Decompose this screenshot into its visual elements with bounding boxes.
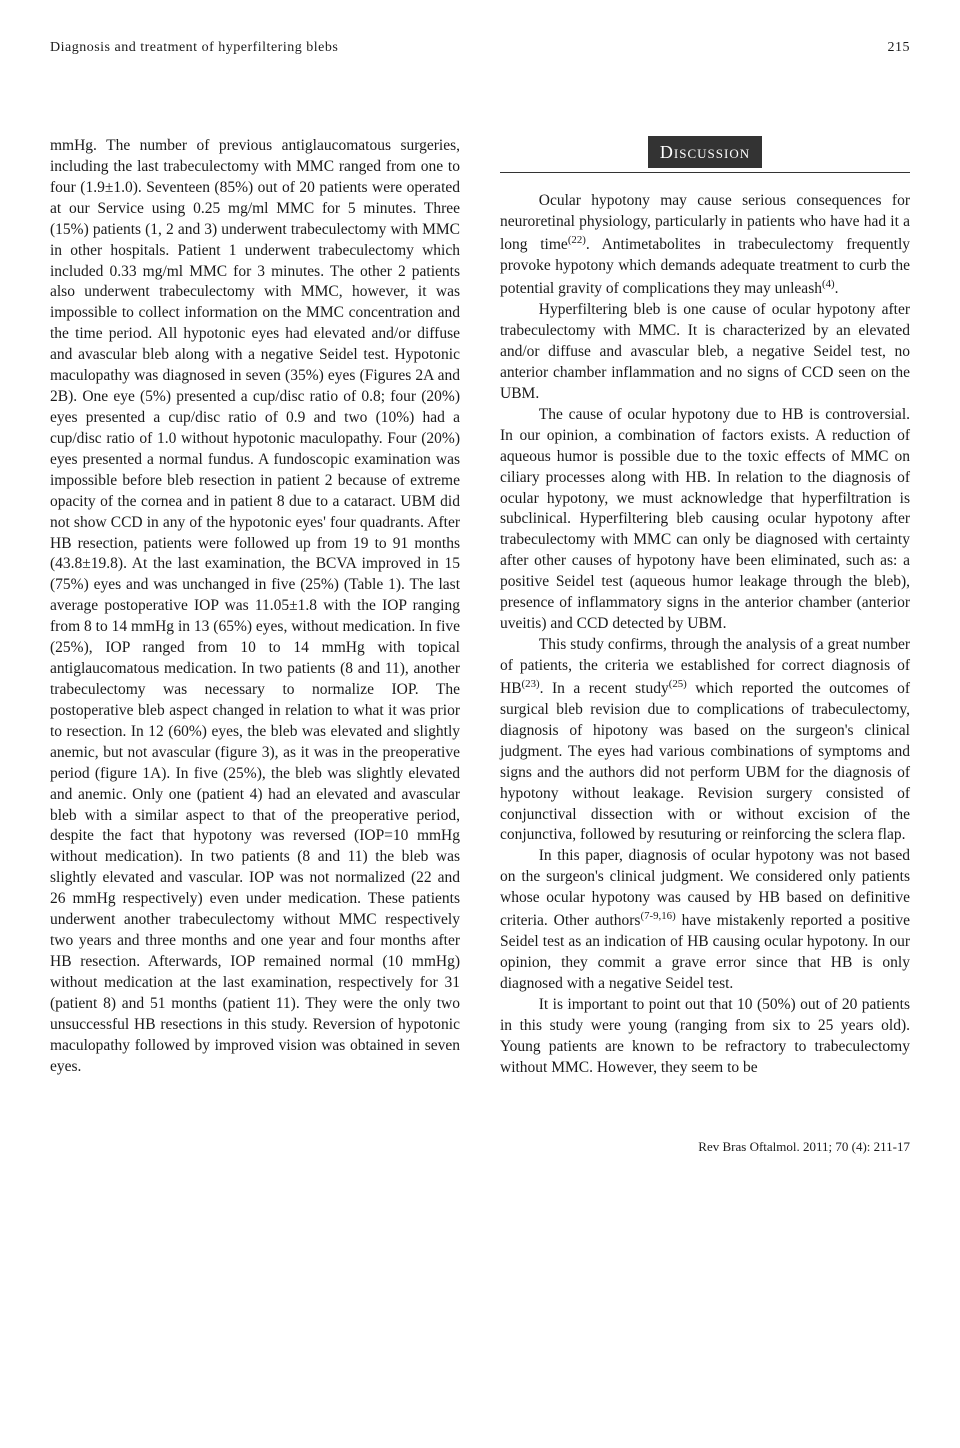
page-header: Diagnosis and treatment of hyperfilterin…	[50, 40, 910, 56]
discussion-p2: Hyperfiltering bleb is one cause of ocul…	[500, 300, 910, 405]
citation: Rev Bras Oftalmol. 2011; 70 (4): 211-17	[698, 1139, 910, 1154]
footer: Rev Bras Oftalmol. 2011; 70 (4): 211-17	[50, 1139, 910, 1155]
right-column: Discussion Ocular hypotony may cause ser…	[500, 136, 910, 1079]
discussion-p4: This study confirms, through the analysi…	[500, 635, 910, 846]
content-area: mmHg. The number of previous antiglaucom…	[50, 136, 910, 1079]
discussion-p3: The cause of ocular hypotony due to HB i…	[500, 405, 910, 635]
discussion-p5: In this paper, diagnosis of ocular hypot…	[500, 846, 910, 995]
page-number: 215	[888, 40, 911, 56]
discussion-p1: Ocular hypotony may cause serious conseq…	[500, 191, 910, 300]
discussion-heading: Discussion	[648, 136, 762, 168]
running-title: Diagnosis and treatment of hyperfilterin…	[50, 40, 338, 56]
left-column: mmHg. The number of previous antiglaucom…	[50, 136, 460, 1079]
left-text: mmHg. The number of previous antiglaucom…	[50, 136, 460, 1077]
discussion-p6: It is important to point out that 10 (50…	[500, 995, 910, 1079]
discussion-heading-wrap: Discussion	[500, 136, 910, 173]
